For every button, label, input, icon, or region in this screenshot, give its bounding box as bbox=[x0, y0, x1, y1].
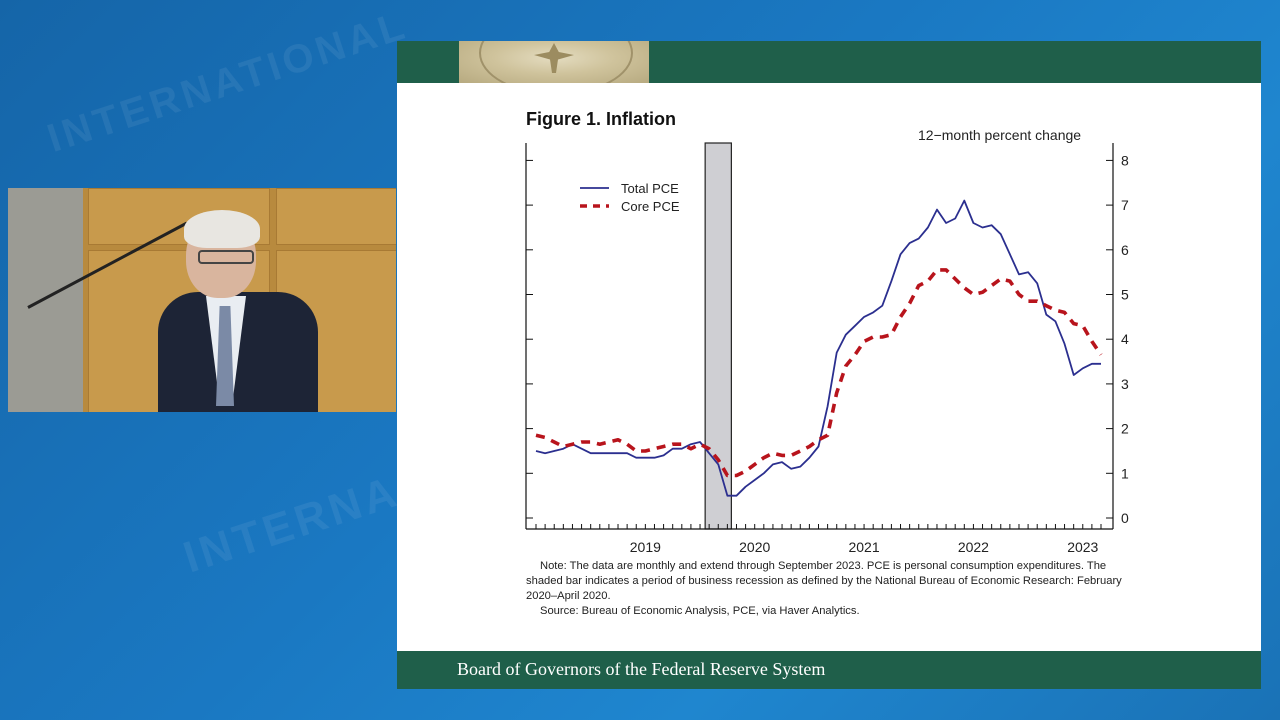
x-tick-label: 2019 bbox=[630, 539, 661, 555]
y-tick-label: 7 bbox=[1121, 197, 1129, 213]
x-tick-label: 2021 bbox=[848, 539, 879, 555]
x-tick-label: 2023 bbox=[1067, 539, 1098, 555]
chart-title: Figure 1. Inflation bbox=[526, 109, 677, 129]
y-tick-label: 0 bbox=[1121, 510, 1129, 526]
x-tick-label: 2022 bbox=[958, 539, 989, 555]
source-text: Source: Bureau of Economic Analysis, PCE… bbox=[540, 605, 860, 617]
speaker-video bbox=[8, 188, 396, 412]
slide-header-bar bbox=[397, 41, 1261, 83]
core-pce-line bbox=[535, 268, 1103, 478]
recession-shading-bar bbox=[704, 142, 732, 530]
y-tick-label: 5 bbox=[1121, 287, 1129, 303]
inflation-chart: 0 1 2 3 4 5 6 7 8 2019 2020 2021 2022 2023 Total PCE Co… bbox=[525, 142, 1129, 555]
chart-notes: Note: The data are monthly and extend th… bbox=[526, 559, 1126, 619]
background-watermark: INTERNATIONAL bbox=[42, 3, 414, 161]
y-tick-label: 6 bbox=[1121, 242, 1129, 258]
y-tick-label: 4 bbox=[1121, 331, 1129, 347]
y-axis-units-label: 12−month percent change bbox=[918, 127, 1082, 143]
total-pce-line bbox=[535, 199, 1101, 497]
federal-reserve-seal-logo bbox=[459, 41, 649, 83]
note-text: Note: The data are monthly and extend th… bbox=[526, 560, 1122, 602]
presentation-slide: Figure 1. Inflation 12−month percent cha… bbox=[397, 41, 1261, 689]
legend-label-core-pce: Core PCE bbox=[621, 199, 680, 214]
y-tick-label: 1 bbox=[1121, 465, 1129, 481]
legend-label-total-pce: Total PCE bbox=[621, 181, 679, 196]
y-tick-label: 8 bbox=[1121, 152, 1129, 168]
footer-text: Board of Governors of the Federal Reserv… bbox=[457, 659, 826, 679]
y-tick-label: 3 bbox=[1121, 376, 1129, 392]
y-tick-label: 2 bbox=[1121, 421, 1129, 437]
slide-footer-bar: Board of Governors of the Federal Reserv… bbox=[397, 651, 1261, 689]
x-tick-label: 2020 bbox=[739, 539, 770, 555]
background-watermark-lower: INTERNA bbox=[177, 466, 406, 583]
